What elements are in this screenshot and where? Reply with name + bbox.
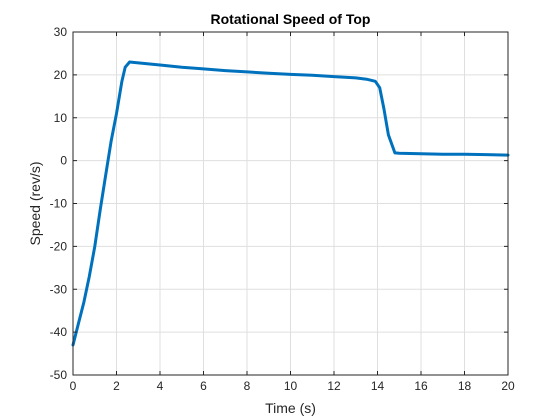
y-tick-label: -30 xyxy=(50,282,68,296)
series-line xyxy=(71,60,510,347)
y-tick-label: -20 xyxy=(50,239,68,253)
y-tick-label: 20 xyxy=(54,68,68,82)
chart-title: Rotational Speed of Top xyxy=(211,11,371,27)
ticks: 0 2 4 6 8 10 12 14 16 18 20 -50 -40 -30 -20 -10 0 10 20 30 xyxy=(50,25,515,393)
x-tick-label: 8 xyxy=(244,379,251,393)
x-tick-label: 16 xyxy=(414,379,428,393)
x-axis-label: Time (s) xyxy=(265,400,316,416)
y-tick-label: 10 xyxy=(54,111,68,125)
x-tick-label: 18 xyxy=(458,379,472,393)
y-tick-label: -50 xyxy=(50,368,68,382)
x-tick-label: 12 xyxy=(327,379,341,393)
series-layer xyxy=(71,60,510,347)
y-tick-label: 30 xyxy=(54,25,68,39)
x-tick-label: 14 xyxy=(371,379,385,393)
x-tick-label: 10 xyxy=(284,379,298,393)
x-tick-label: 2 xyxy=(113,379,120,393)
x-tick-label: 20 xyxy=(501,379,515,393)
y-tick-label: 0 xyxy=(60,154,67,168)
x-tick-label: 0 xyxy=(70,379,77,393)
x-tick-label: 4 xyxy=(157,379,164,393)
y-tick-label: -40 xyxy=(50,325,68,339)
x-tick-label: 6 xyxy=(200,379,207,393)
y-tick-label: -10 xyxy=(50,197,68,211)
y-axis-label: Speed (rev/s) xyxy=(27,161,43,245)
